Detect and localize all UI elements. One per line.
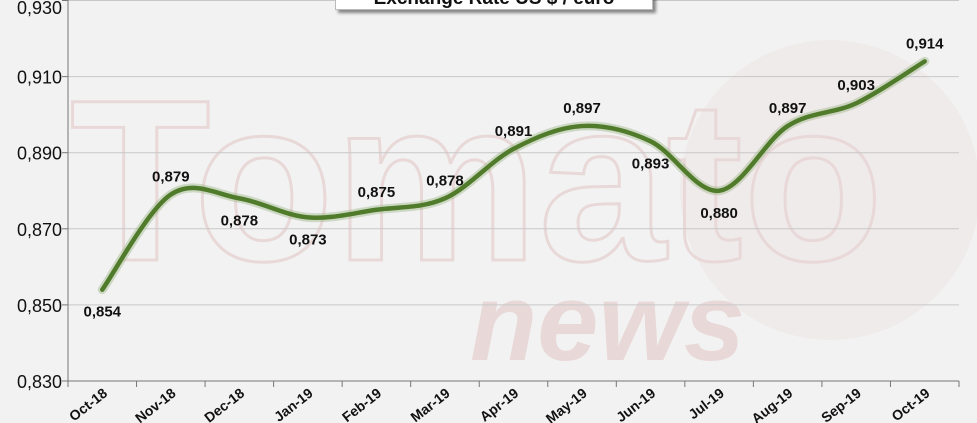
data-label: 0,893 — [632, 155, 670, 172]
x-tick-label: Dec-18 — [201, 385, 247, 423]
data-label: 0,903 — [837, 77, 875, 94]
chart-title: Exchange Rate US $ / euro — [335, 0, 653, 10]
svg-text:Tomato: Tomato — [70, 52, 883, 309]
data-label: 0,879 — [152, 169, 190, 186]
x-tick-label: Feb-19 — [339, 385, 385, 423]
data-label: 0,873 — [289, 231, 327, 248]
x-tick-label: Oct-18 — [66, 385, 110, 423]
x-tick-label: Jun-19 — [613, 385, 659, 423]
y-tick-label: 0,910 — [17, 68, 62, 88]
x-tick-label: Aug-19 — [748, 385, 795, 423]
data-label: 0,914 — [906, 35, 944, 52]
y-tick-label: 0,830 — [17, 372, 62, 392]
x-tick-label: Mar-19 — [407, 385, 453, 423]
tomato-news-watermark: Tomato news — [69, 40, 977, 384]
data-label: 0,878 — [221, 212, 259, 229]
y-tick-label: 0,890 — [17, 144, 62, 164]
data-label: 0,891 — [495, 123, 533, 140]
data-label: 0,875 — [358, 184, 396, 201]
x-tick-label: Sep-19 — [818, 385, 864, 423]
data-label: 0,897 — [563, 100, 601, 117]
y-tick-label: 0,850 — [17, 296, 62, 316]
svg-text:news: news — [470, 261, 745, 384]
y-tick-label: 0,870 — [17, 220, 62, 240]
data-label: 0,854 — [83, 304, 121, 321]
y-tick-label: 0,930 — [17, 0, 62, 18]
data-label: 0,878 — [426, 172, 464, 189]
x-tick-label: Apr-19 — [477, 385, 522, 423]
x-tick-label: Nov-18 — [132, 385, 179, 423]
data-label: 0,897 — [769, 100, 807, 117]
x-tick-label: Oct-19 — [888, 385, 932, 423]
x-tick-label: May-19 — [543, 385, 590, 423]
series-line — [100, 59, 927, 292]
x-tick-label: Jul-19 — [685, 385, 727, 423]
x-tick-label: Jan-19 — [271, 385, 316, 423]
data-label: 0,880 — [700, 205, 738, 222]
